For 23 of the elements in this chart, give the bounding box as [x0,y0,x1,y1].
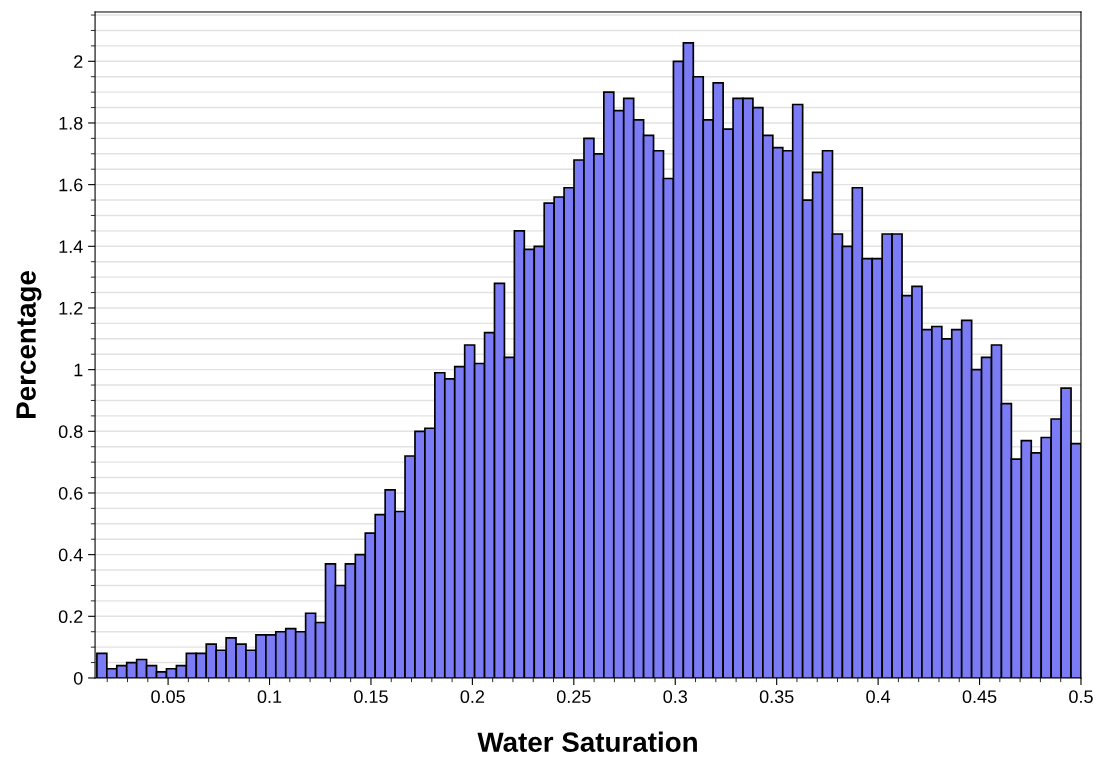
y-tick-label: 0.6 [58,486,83,500]
x-tick-label: 0.2 [460,690,485,704]
y-tick-label: 2 [74,55,83,68]
y-tick-label: 0.2 [58,610,83,624]
x-tick-label: 0.5 [1069,690,1093,704]
y-tick-label: 0.4 [58,548,83,562]
x-tick-label: 0.1 [257,690,282,704]
x-tick-label: 0.3 [663,690,688,704]
x-tick-label: 0.15 [354,690,388,704]
y-tick-label: 0 [73,671,83,685]
x-tick-label: 0.05 [151,690,185,704]
y-tick-label: 1.6 [59,178,83,192]
y-tick-label: 0.8 [58,425,83,439]
y-tick-label: 1 [74,363,83,377]
x-axis-title: Water Saturation [477,731,697,753]
y-tick-label: 1.8 [59,116,83,130]
x-tick-label: 0.45 [962,690,997,704]
y-tick-label: 1.4 [59,240,83,253]
x-tick-label: 0.35 [759,690,794,704]
y-axis-title: Percentage [16,271,42,418]
x-tick-label: 0.25 [556,690,591,704]
x-tick-label: 0.4 [866,690,891,704]
y-tick-label: 1.2 [59,301,83,315]
